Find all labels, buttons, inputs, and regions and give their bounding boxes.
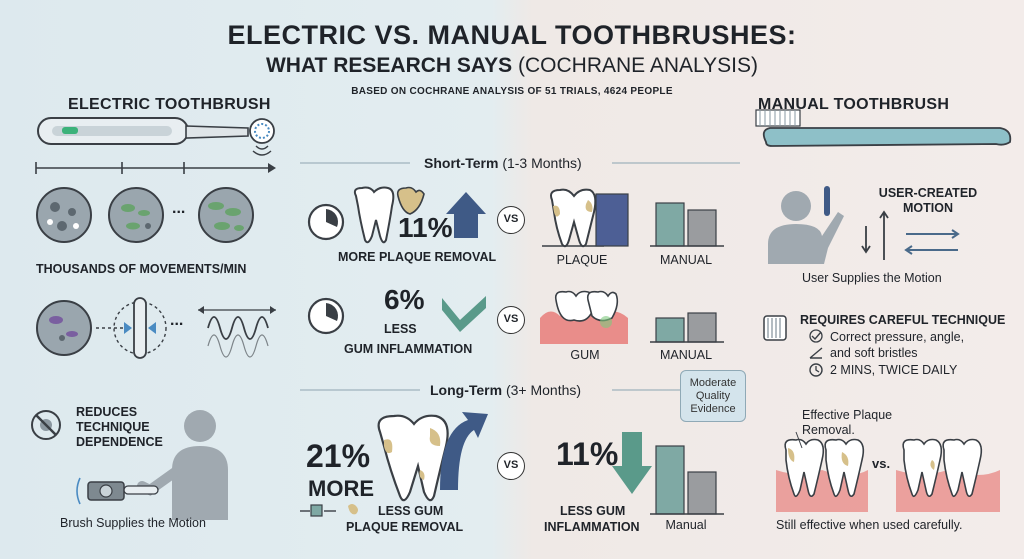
- vs-badge: VS: [497, 206, 525, 234]
- page-subtitle: WHAT RESEARCH SAYS (COCHRANE ANALYSIS): [0, 54, 1024, 78]
- long-term-heading: Long-Term (3+ Months): [430, 382, 581, 398]
- clock-icon: [307, 203, 345, 241]
- plaque-tooth-icon: [542, 188, 604, 248]
- bar-manual-plaque-b: [687, 209, 717, 247]
- arrow-up-icon: [446, 192, 486, 238]
- user-motion-caption: User Supplies the Motion: [802, 271, 942, 285]
- angle-icon: [809, 347, 823, 359]
- short-gum-label-2: GUM INFLAMMATION: [344, 342, 473, 356]
- bar-manual-plaque-a: [655, 202, 685, 247]
- electric-heading: ELECTRIC TOOTHBRUSH: [68, 96, 271, 113]
- short-term-light: (1-3 Months): [502, 155, 582, 171]
- long-plaque-more: MORE: [308, 476, 374, 501]
- short-gum-pct: 6%: [384, 284, 425, 315]
- up-down-arrows-icon: [861, 210, 889, 260]
- bar-electric-plaque: [595, 193, 629, 247]
- manual-toothbrush-icon: [755, 109, 1012, 147]
- vs-badge: VS: [497, 306, 525, 334]
- source-note: BASED ON COCHRANE ANALYSIS OF 51 TRIALS,…: [351, 86, 673, 97]
- person-electric-icon: [76, 410, 228, 520]
- clean-tooth-icon: [353, 186, 425, 244]
- long-plaque-label-2: PLAQUE REMOVAL: [346, 520, 464, 534]
- long-term-light: (3+ Months): [505, 382, 582, 398]
- bar-label-gum: GUM: [570, 348, 600, 362]
- badge-line: Quality: [695, 390, 731, 402]
- bar-label-manual: Manual: [665, 518, 707, 532]
- electric-toothbrush-icon: [37, 117, 275, 156]
- short-gum-label-1: LESS: [384, 322, 417, 336]
- manual-heading: MANUAL TOOTHBRUSH: [758, 96, 950, 113]
- timer-icon: [809, 363, 823, 377]
- left-right-arrows-icon: [904, 229, 960, 255]
- bar-manual-long-b: [687, 471, 717, 515]
- subtitle-bold: WHAT RESEARCH SAYS: [265, 54, 513, 77]
- bar-label-manual: MANUAL: [659, 253, 713, 267]
- bar-manual-gum-b: [687, 312, 717, 343]
- big-arrow-up-icon: [440, 412, 488, 490]
- short-term-bold: Short-Term: [424, 155, 499, 171]
- bar-manual-gum-a: [655, 317, 685, 343]
- ellipsis: ...: [172, 200, 186, 217]
- clock-icon: [307, 297, 345, 335]
- page-title: ELECTRIC VS. MANUAL TOOTHBRUSHES:: [227, 20, 797, 50]
- movements-label: THOUSANDS OF MOVEMENTS/MIN: [36, 262, 247, 276]
- technique-item: and soft bristles: [830, 346, 918, 360]
- check-icon: [809, 329, 823, 343]
- bar-label-plaque: PLAQUE: [556, 253, 608, 267]
- no-technique-icon: [31, 410, 61, 440]
- short-plaque-label: MORE PLAQUE REMOVAL: [338, 250, 497, 264]
- gum-teeth-comparison-icon: [776, 431, 1000, 512]
- vs-small: vs.: [872, 456, 891, 471]
- long-plaque-pct: 21%: [306, 438, 371, 474]
- arrow-down-icon: [612, 432, 652, 494]
- ellipsis: ...: [170, 312, 184, 329]
- long-gum-pct: 11%: [556, 436, 619, 472]
- brush-motion-caption: Brush Supplies the Motion: [60, 516, 206, 530]
- subtitle-light: (COCHRANE ANALYSIS): [518, 54, 759, 77]
- reduces-label: REDUCES TECHNIQUE DEPENDENCE: [76, 405, 163, 449]
- user-motion-label: USER-CREATED MOTION: [878, 186, 978, 215]
- vs-badge: VS: [497, 452, 525, 480]
- short-term-heading: Short-Term (1-3 Months): [424, 155, 582, 171]
- technique-label: REQUIRES CAREFUL TECHNIQUE: [800, 313, 1006, 327]
- inflamed-gum-icon: [540, 290, 628, 344]
- timeline-axis: [35, 162, 276, 174]
- long-gum-label-1: LESS GUM: [560, 504, 626, 518]
- technique-item: Correct pressure, angle,: [830, 330, 965, 344]
- short-plaque-pct: 11%: [398, 212, 453, 243]
- effective-label: Effective Plaque Removal.: [802, 408, 893, 437]
- person-manual-icon: [768, 186, 844, 264]
- bar-manual-long-a: [655, 445, 685, 515]
- still-effective-caption: Still effective when used carefully.: [776, 518, 963, 532]
- long-term-bold: Long-Term: [430, 382, 503, 398]
- brush-head-icon: [763, 315, 787, 341]
- badge-line: Moderate: [689, 377, 737, 389]
- large-plaque-tooth-icon: [377, 414, 449, 502]
- legend-swatches: [300, 504, 358, 517]
- check-arrow-icon: [442, 296, 486, 332]
- brush-movement-icon: [36, 297, 276, 359]
- long-plaque-label-1: LESS GUM: [378, 504, 444, 518]
- bacteria-circles-icon: [36, 187, 254, 243]
- evidence-badge: Moderate Quality Evidence: [680, 370, 746, 422]
- badge-line: Evidence: [690, 403, 736, 415]
- technique-item: 2 MINS, TWICE DAILY: [830, 363, 958, 377]
- bar-charts: [595, 193, 724, 515]
- bar-label-manual: MANUAL: [659, 348, 713, 362]
- long-gum-label-2: INFLAMMATION: [544, 520, 640, 534]
